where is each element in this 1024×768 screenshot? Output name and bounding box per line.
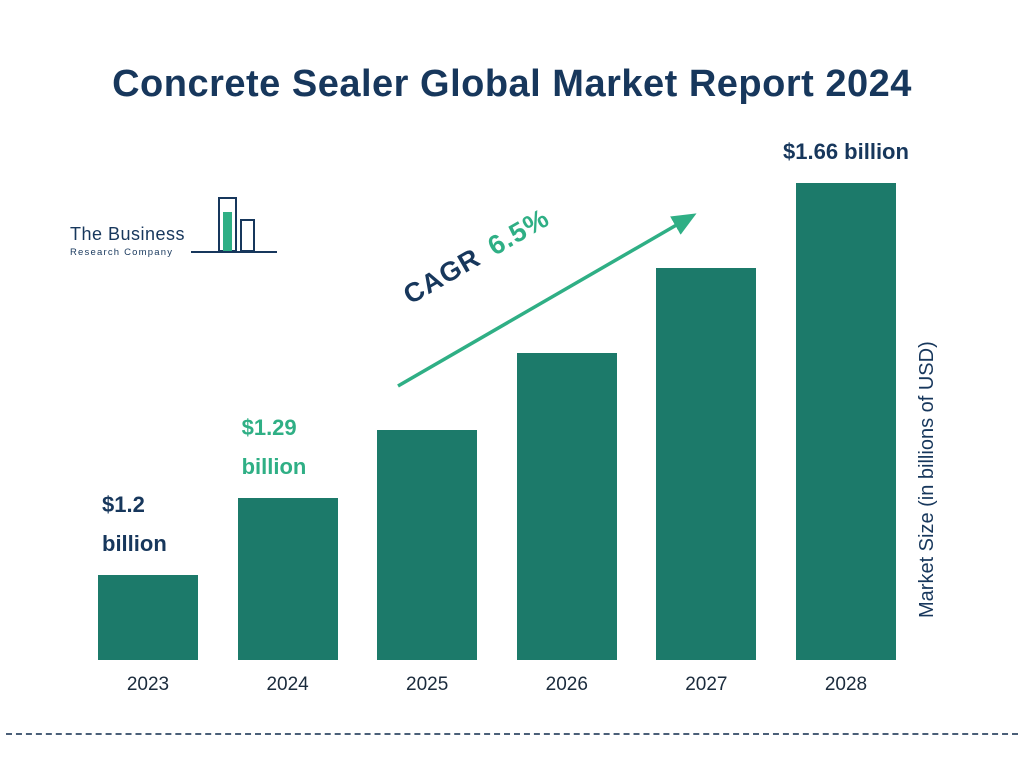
bar-2023: [98, 575, 198, 660]
bar-2026: [516, 353, 617, 660]
value-label-2024: $1.29 billion: [241, 415, 307, 479]
bar-chart: $1.2 billion 2023 $1.29 billion 2024 2025 2026 2…: [98, 139, 909, 696]
logo-bars-icon: [191, 197, 278, 253]
bar-2028: [795, 183, 896, 660]
x-tick-2023: 2023: [126, 674, 170, 695]
value-label-2023: $1.2 billion: [102, 492, 167, 556]
x-tick-2028: 2028: [824, 674, 868, 695]
x-tick-2026: 2026: [545, 674, 588, 695]
bar-column-2023: $1.2 billion 2023: [98, 183, 198, 695]
logo-name-line1: The Business: [70, 224, 186, 244]
page-title: Concrete Sealer Global Market Report 202…: [112, 63, 912, 106]
bar-column-2028: $1.66 billion 2028: [783, 139, 909, 696]
y-axis-label: Market Size (in billions of USD): [916, 341, 938, 619]
bar-column-2026: 2026: [516, 183, 617, 695]
logo-name-line2: Research Company: [70, 247, 174, 258]
bottom-divider: [6, 733, 1018, 735]
company-logo-text: The Business Research Company: [70, 224, 185, 258]
value-label-2028: $1.66 billion: [783, 138, 909, 164]
bar-2027: [656, 268, 757, 660]
bar-column-2024: $1.29 billion 2024: [237, 183, 338, 695]
x-tick-2024: 2024: [266, 674, 309, 695]
bar-column-2025: 2025: [377, 183, 478, 695]
bar-2024: [237, 498, 338, 660]
company-logo: The Business Research Company: [70, 196, 278, 258]
bar-2025: [377, 430, 478, 660]
bar-column-2027: 2027: [656, 183, 757, 695]
x-tick-2025: 2025: [406, 674, 449, 695]
x-tick-2027: 2027: [685, 674, 728, 695]
